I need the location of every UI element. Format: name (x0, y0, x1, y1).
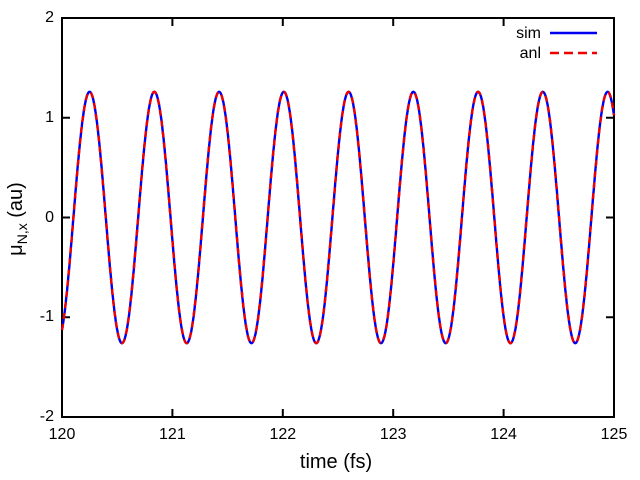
x-tick-label: 125 (600, 426, 628, 443)
y-tick-label: -2 (39, 408, 54, 425)
tick-marks (61, 17, 615, 418)
x-axis-title: time (fs) (299, 451, 373, 473)
y-tick-label: -1 (39, 308, 54, 326)
anl-curve (60, 90, 616, 345)
plot-border (61, 17, 615, 418)
y-axis-title-symbol: μ (5, 244, 27, 256)
x-tick-label: 121 (159, 426, 186, 443)
legend-label-sim: sim (516, 25, 541, 42)
legend-label-anl: anl (519, 45, 541, 62)
x-tick-label: 123 (379, 426, 407, 443)
x-tick-label: 122 (269, 426, 297, 443)
y-tick-label: 0 (45, 208, 54, 226)
y-axis-title: μN,x (au) (3, 119, 30, 319)
y-axis-title-subscript: N,x (14, 223, 30, 245)
sim-curve (60, 90, 616, 345)
x-tick-label: 120 (48, 426, 76, 443)
x-tick-label: 124 (490, 426, 517, 443)
y-tick-label: 1 (45, 108, 54, 126)
y-axis-title-unit: (au) (5, 182, 27, 224)
y-tick-label: 2 (45, 9, 54, 26)
